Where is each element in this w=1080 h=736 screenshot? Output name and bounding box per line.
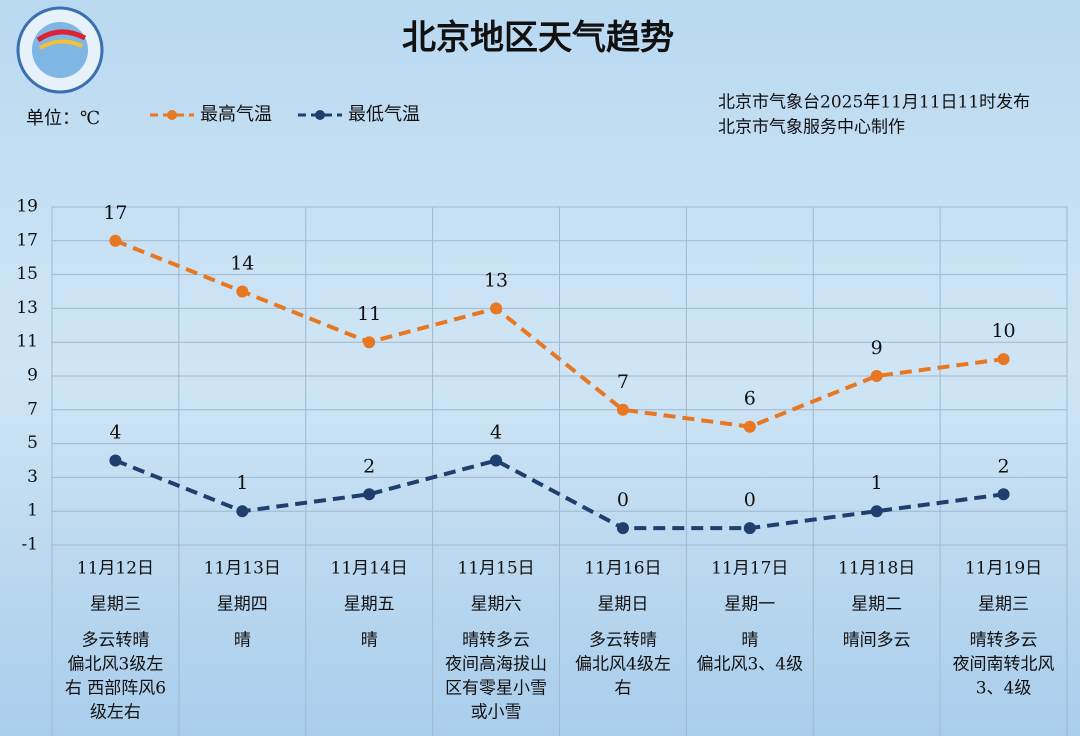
weekday-label: 星期日	[597, 595, 648, 615]
data-point	[109, 454, 122, 467]
data-point	[997, 488, 1010, 501]
weekday-label: 星期三	[90, 595, 141, 615]
weather-text: 右 西部阵风6	[65, 679, 166, 699]
weekday-label: 星期三	[978, 595, 1029, 615]
data-point	[616, 522, 629, 535]
publisher: 北京市气象台2025年11月11日11时发布	[718, 93, 1030, 113]
data-label: 0	[744, 489, 756, 511]
data-label: 1	[236, 472, 248, 494]
x-tick-label: 11月14日	[331, 559, 408, 579]
data-point	[490, 302, 503, 315]
x-tick-label: 11月17日	[711, 559, 788, 579]
weather-text: 偏北风4级左	[575, 655, 671, 675]
y-tick-label: 19	[16, 197, 38, 217]
y-tick-label: -1	[21, 535, 38, 555]
data-label: 4	[490, 422, 502, 444]
data-label: 10	[991, 320, 1015, 342]
weather-text: 多云转晴	[81, 631, 149, 651]
x-tick-label: 11月13日	[204, 559, 281, 579]
weather-text: 3、4级	[976, 679, 1032, 699]
data-label: 6	[744, 388, 756, 410]
x-tick-label: 11月15日	[457, 559, 534, 579]
weather-text: 夜间高海拔山	[445, 655, 547, 675]
data-point	[109, 234, 122, 247]
weekday-label: 星期一	[724, 595, 775, 615]
weekday-label: 星期四	[217, 595, 268, 615]
weather-text: 晴	[234, 631, 251, 651]
data-label: 11	[357, 303, 381, 325]
y-tick-label: 3	[27, 467, 38, 487]
weather-text: 晴转多云	[970, 631, 1038, 651]
data-point	[616, 403, 629, 416]
data-label: 0	[617, 489, 629, 511]
data-label: 17	[103, 202, 127, 224]
data-label: 7	[617, 371, 629, 393]
weather-text: 偏北风3、4级	[696, 655, 803, 675]
weather-text: 区有零星小雪	[445, 679, 547, 699]
weather-text: 右	[614, 679, 631, 699]
weather-text: 晴转多云	[462, 631, 530, 651]
y-tick-label: 11	[16, 332, 38, 352]
logo	[16, 6, 104, 94]
data-point	[236, 285, 249, 298]
weather-text: 晴间多云	[843, 631, 911, 651]
data-point	[997, 353, 1010, 366]
y-tick-label: 9	[27, 366, 38, 386]
weather-text: 偏北风3级左	[68, 655, 164, 675]
chart-title: 北京地区天气趋势	[402, 18, 674, 58]
series-line	[114, 238, 1004, 429]
legend-label: 最高气温	[200, 104, 272, 125]
data-label: 2	[998, 455, 1010, 477]
data-point	[743, 420, 756, 433]
weekday-label: 星期二	[851, 595, 902, 615]
y-tick-label: 1	[27, 501, 38, 521]
weekday-label: 星期五	[344, 595, 395, 615]
weekday-label: 星期六	[471, 595, 522, 615]
weather-text: 多云转晴	[589, 631, 657, 651]
y-tick-label: 13	[16, 298, 38, 318]
weather-text: 或小雪	[471, 703, 522, 723]
legend-marker	[315, 110, 325, 120]
x-tick-label: 11月18日	[838, 559, 915, 579]
legend-marker	[167, 110, 177, 120]
y-tick-label: 15	[16, 264, 38, 284]
data-label: 9	[871, 337, 883, 359]
y-tick-label: 5	[27, 433, 38, 453]
data-point	[870, 370, 883, 382]
data-label: 2	[363, 455, 375, 477]
weather-text: 级左右	[90, 703, 141, 723]
publisher: 北京市气象服务中心制作	[718, 118, 905, 138]
data-label: 1	[871, 472, 883, 494]
data-label: 4	[109, 422, 121, 444]
y-tick-label: 17	[16, 230, 38, 250]
data-point	[363, 336, 376, 349]
y-tick-label: 7	[27, 399, 38, 419]
weather-text: 晴	[741, 631, 758, 651]
x-tick-label: 11月12日	[77, 559, 154, 579]
series-line	[114, 458, 1004, 531]
data-label: 13	[484, 269, 508, 291]
legend-label: 最低气温	[348, 104, 420, 125]
weather-text: 晴	[361, 631, 378, 651]
weather-text: 夜间南转北风	[953, 655, 1055, 675]
data-label: 14	[230, 253, 254, 275]
data-point	[490, 454, 503, 467]
data-point	[870, 505, 883, 518]
x-tick-label: 11月19日	[965, 559, 1042, 579]
unit-label: 单位：℃	[26, 108, 100, 129]
data-point	[236, 505, 249, 518]
data-point	[363, 488, 376, 501]
x-tick-label: 11月16日	[584, 559, 661, 579]
data-point	[743, 522, 756, 535]
